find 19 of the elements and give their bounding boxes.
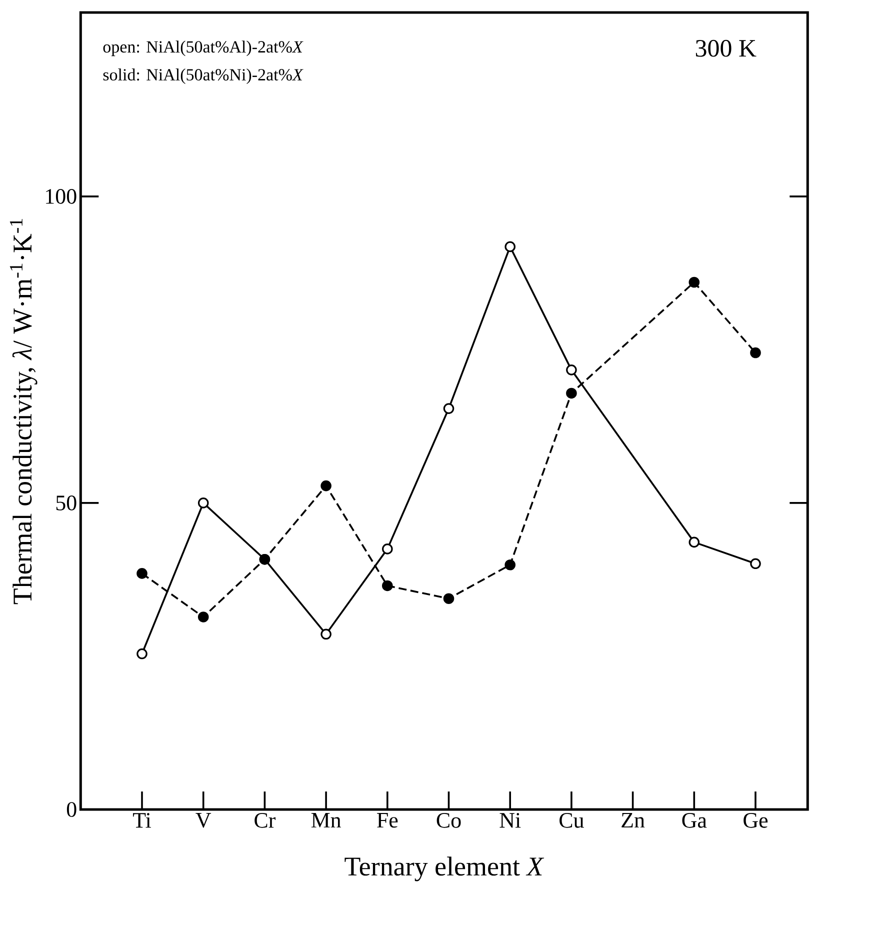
x-tick-label: Ge bbox=[744, 813, 768, 828]
y-tick-label: 100 bbox=[46, 188, 76, 204]
x-axis-title: Ternary element X bbox=[344, 856, 544, 882]
x-tick-label: Cr bbox=[254, 813, 276, 828]
x-tick-label: Zn bbox=[622, 813, 645, 828]
x-tick-label: Co bbox=[436, 813, 461, 828]
annotation: open: NiAl(50at%Al)-2at%X bbox=[103, 40, 304, 56]
y-axis-title: Thermal conductivity, λ/ W·m$^{-1}$·K$^{-1}$ bbox=[10, 218, 38, 604]
x-tick-label: Ni bbox=[500, 813, 521, 828]
annotation: solid: NiAl(50at%Ni)-2at%X bbox=[103, 68, 304, 84]
x-tick-label: Ga bbox=[682, 813, 707, 828]
x-tick-label: Cu bbox=[560, 813, 584, 828]
y-tick-label: 50 bbox=[56, 496, 76, 510]
annotation: 300 K bbox=[696, 40, 756, 57]
x-tick-label: V bbox=[196, 813, 212, 828]
x-tick-label: Fe bbox=[377, 813, 398, 828]
x-tick-label: Ti bbox=[133, 813, 151, 828]
y-tick-label: 0 bbox=[66, 802, 76, 817]
x-tick-label: Mn bbox=[311, 813, 341, 828]
